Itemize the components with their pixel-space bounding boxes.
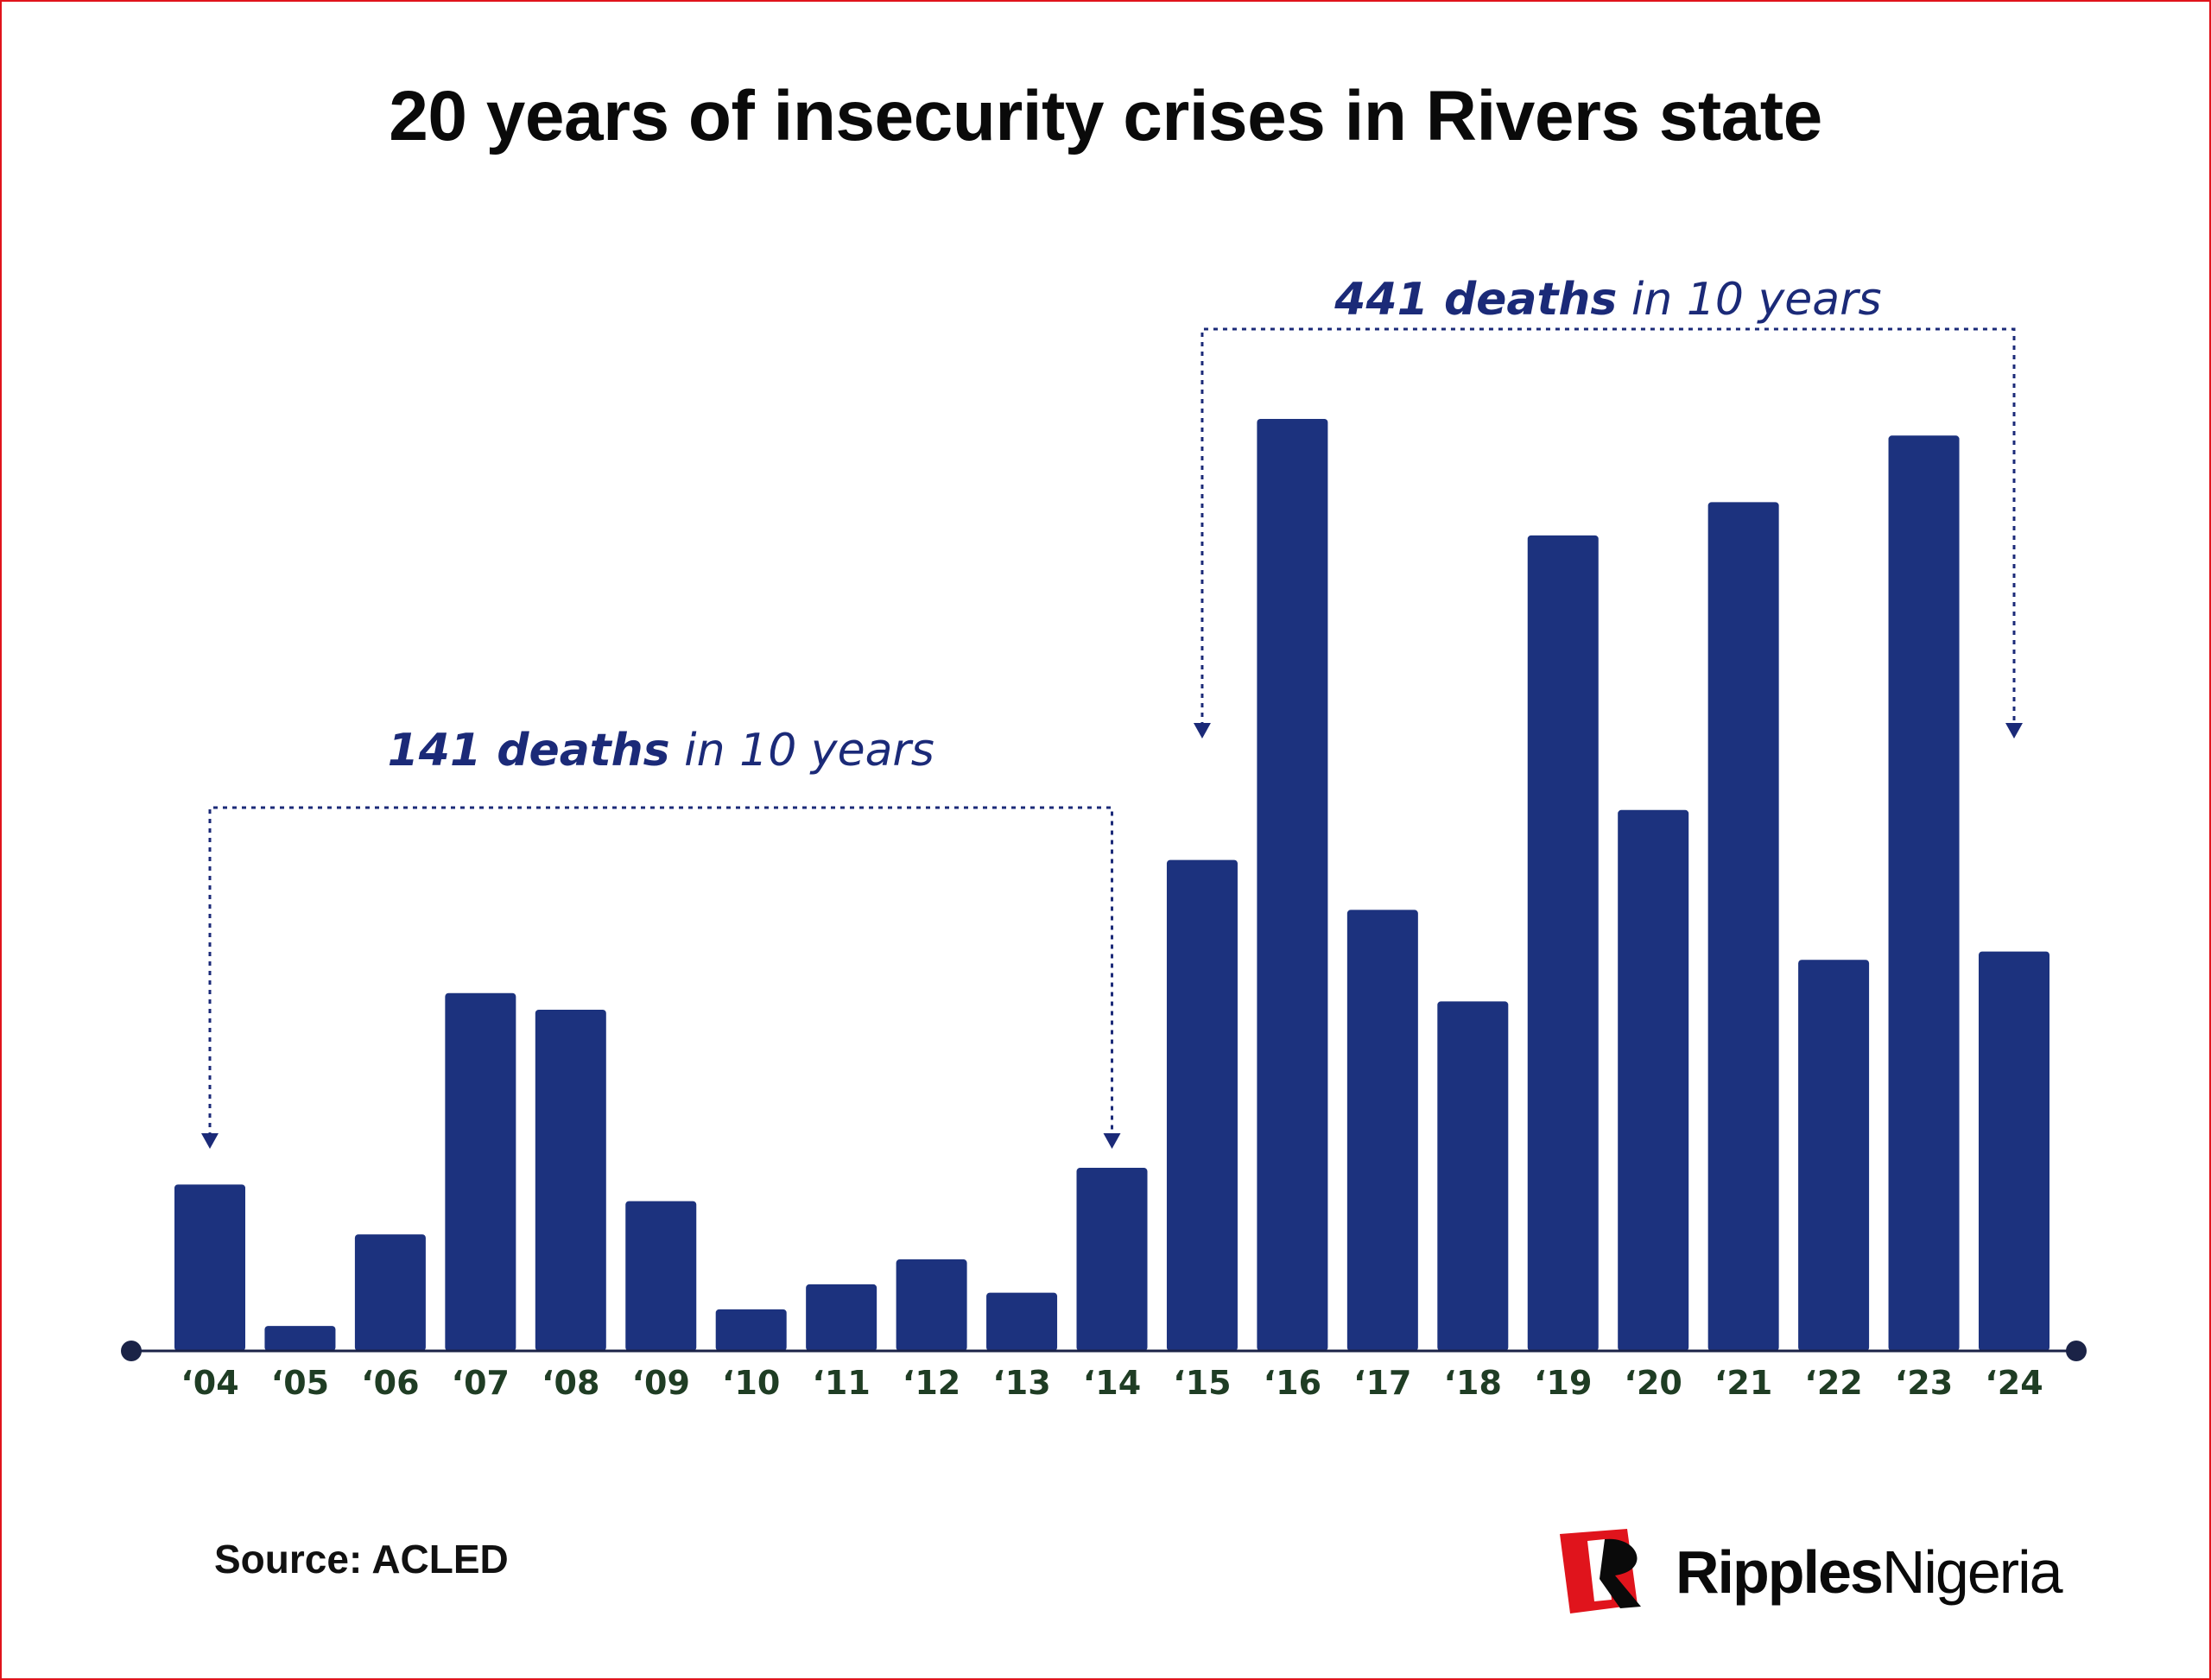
annotation-label: 441 deaths in 10 years	[1334, 274, 1881, 326]
x-axis-end-dot	[2066, 1341, 2087, 1361]
bar-18	[1798, 960, 1870, 1351]
annotation-label: 141 deaths in 10 years	[388, 725, 934, 777]
source-note: Source: ACLED	[214, 1537, 509, 1582]
bar-3	[445, 992, 516, 1351]
x-tick-label: ‘19	[1534, 1364, 1592, 1402]
ripples-nigeria-logo: RipplesNigeria	[1555, 1527, 2063, 1617]
bar-17	[1707, 502, 1779, 1351]
bar-14	[1437, 1001, 1509, 1351]
annotation-bracket	[208, 806, 1113, 1137]
brand-word-ripples: Ripples	[1676, 1538, 1884, 1606]
bars-group	[174, 419, 2049, 1352]
x-tick-label: ‘08	[542, 1364, 599, 1402]
bar-1	[264, 1326, 336, 1351]
x-tick-label: ‘18	[1444, 1364, 1502, 1402]
annotation-arrowhead	[2005, 723, 2023, 739]
x-tick-label: ‘20	[1625, 1364, 1682, 1402]
x-tick-label: ‘10	[722, 1364, 780, 1402]
x-tick-label: ‘04	[181, 1364, 238, 1402]
bar-19	[1888, 435, 1960, 1352]
x-tick-label: ‘23	[1895, 1364, 1953, 1402]
annotation-arrowhead	[1193, 723, 1211, 739]
bar-2	[354, 1234, 426, 1351]
brand-word-nigeria: Nigeria	[1881, 1538, 2063, 1606]
x-tick-label: ‘14	[1083, 1364, 1141, 1402]
x-tick-label: ‘15	[1173, 1364, 1231, 1402]
x-tick-labels: ‘04 ‘05 ‘06 ‘07 ‘08 ‘09 ‘10 ‘11 ‘12 ‘13 ‘14 ‘15 ‘16 ‘…	[181, 1364, 2043, 1402]
bar-0	[174, 1184, 245, 1351]
chart-title: 20 years of insecurity crises in Rivers …	[389, 77, 1822, 155]
annotation-label-rest: in 10 years	[670, 725, 934, 777]
annotation-label-strong: 441 deaths	[1334, 274, 1617, 326]
x-tick-label: ‘24	[1985, 1364, 2043, 1402]
x-tick-label: ‘05	[271, 1364, 329, 1402]
bar-5	[625, 1201, 697, 1351]
bar-15	[1527, 535, 1599, 1351]
bar-7	[806, 1284, 877, 1351]
bar-10	[1076, 1168, 1148, 1351]
annotation-label-rest: in 10 years	[1617, 274, 1881, 326]
x-tick-label: ‘21	[1714, 1364, 1772, 1402]
ripples-logo-icon	[1560, 1529, 1641, 1613]
x-tick-label: ‘09	[632, 1364, 690, 1402]
bar-9	[986, 1292, 1058, 1351]
bar-6	[715, 1309, 787, 1351]
annotation-arrowhead	[1103, 1133, 1121, 1149]
annotation-bracket	[1201, 327, 2016, 726]
x-tick-label: ‘22	[1804, 1364, 1862, 1402]
x-tick-label: ‘13	[992, 1364, 1050, 1402]
bar-11	[1166, 859, 1238, 1351]
x-tick-label: ‘12	[903, 1364, 960, 1402]
x-tick-label: ‘17	[1353, 1364, 1411, 1402]
x-tick-label: ‘16	[1264, 1364, 1321, 1402]
x-tick-label: ‘06	[361, 1364, 419, 1402]
bar-20	[1979, 951, 2049, 1351]
annotation-label-strong: 141 deaths	[388, 725, 670, 777]
x-axis	[121, 1341, 2087, 1361]
annotation-arrowhead	[201, 1133, 219, 1149]
bar-8	[896, 1259, 967, 1351]
x-tick-label: ‘11	[812, 1364, 870, 1402]
bar-16	[1618, 809, 1689, 1351]
bar-12	[1257, 419, 1328, 1351]
bar-13	[1346, 910, 1418, 1351]
x-axis-start-dot	[121, 1341, 142, 1361]
x-tick-label: ‘07	[452, 1364, 510, 1402]
bar-4	[535, 1010, 606, 1351]
brand-wordmark: RipplesNigeria	[1676, 1537, 2063, 1607]
